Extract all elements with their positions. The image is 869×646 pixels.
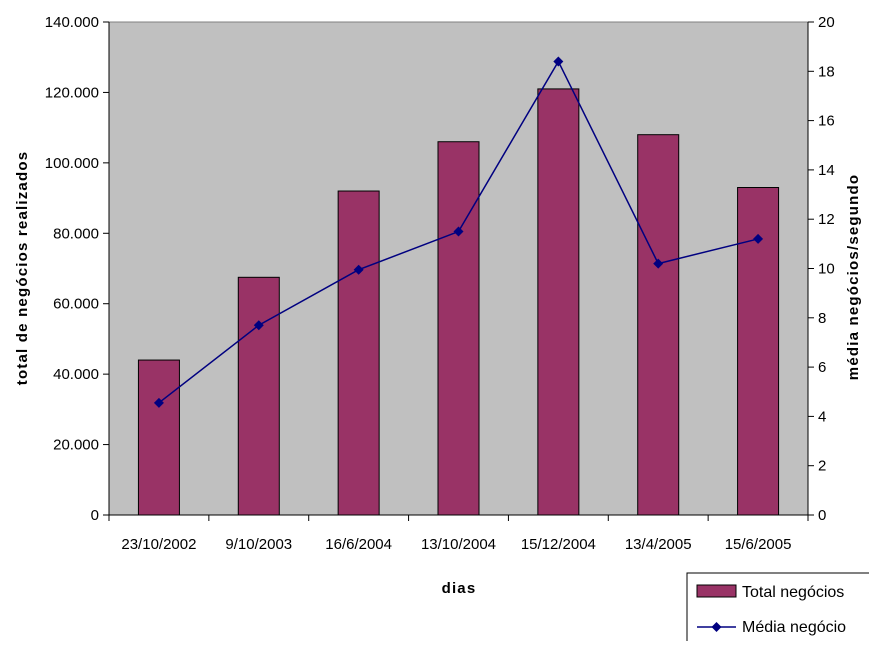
x-axis-ticks: 23/10/2002 9/10/2003 16/6/2004 13/10/2004 15… [108,515,809,553]
line-point-5 [553,56,564,67]
bar-4 [437,141,480,516]
line-point-2 [253,320,264,331]
left-axis-ticks: 0 20.000 40.000 60.000 80.000 100.000 120.000 1… [45,14,109,524]
y-left-tick-label: 0 [91,507,99,524]
y-right-tick-label: 6 [818,359,826,376]
x-tick-label: 15/12/2004 [521,536,596,553]
y-right-tick-label: 10 [818,261,835,278]
y-right-tick-label: 12 [818,211,835,228]
x-tick-label: 13/10/2004 [421,536,496,553]
y-left-tick-label: 60.000 [53,296,99,313]
y-left-tick-label: 80.000 [53,225,99,242]
line-series [153,56,764,408]
x-tick-label: 16/6/2004 [325,536,392,553]
legend-swatch-bar [696,584,737,598]
line-point-7 [753,233,764,244]
y-left-tick-label: 20.000 [53,437,99,454]
bar-5 [537,88,580,516]
y-right-tick-label: 16 [818,113,835,130]
y-right-tick-label: 8 [818,310,826,327]
line-point-1 [153,397,164,408]
x-tick-label: 15/6/2005 [725,536,792,553]
y-right-tick-label: 20 [818,14,835,31]
x-tick-label: 9/10/2003 [225,536,292,553]
legend-marker-diamond [711,622,722,632]
line-point-6 [653,258,664,269]
bar-3 [337,190,380,516]
y-axis-left-title: total de negócios realizados [14,151,31,385]
legend-label-line: Média negócio [742,619,846,636]
legend-label-bar: Total negócios [742,584,844,601]
bar-series [137,88,780,516]
y-right-tick-label: 14 [818,162,835,179]
bar-1 [137,359,180,516]
x-axis-title: dias [442,580,477,597]
right-axis-ticks: 0 2 4 6 8 10 12 14 16 18 20 [808,14,835,524]
bar-2 [237,276,280,516]
legend: Total negócios Média negócio [686,572,869,646]
x-tick-label: 13/4/2005 [625,536,692,553]
line-point-3 [353,264,364,275]
y-right-tick-label: 4 [818,408,826,425]
y-right-tick-label: 18 [818,63,835,80]
y-left-tick-label: 40.000 [53,366,99,383]
y-right-tick-label: 0 [818,507,826,524]
y-left-tick-label: 120.000 [45,84,99,101]
line-point-4 [453,226,464,237]
y-left-tick-label: 100.000 [45,155,99,172]
bar-6 [637,134,680,516]
y-axis-right-title: média negócios/segundo [845,174,862,380]
x-tick-label: 23/10/2002 [121,536,196,553]
y-right-tick-label: 2 [818,458,826,475]
y-left-tick-label: 140.000 [45,14,99,31]
